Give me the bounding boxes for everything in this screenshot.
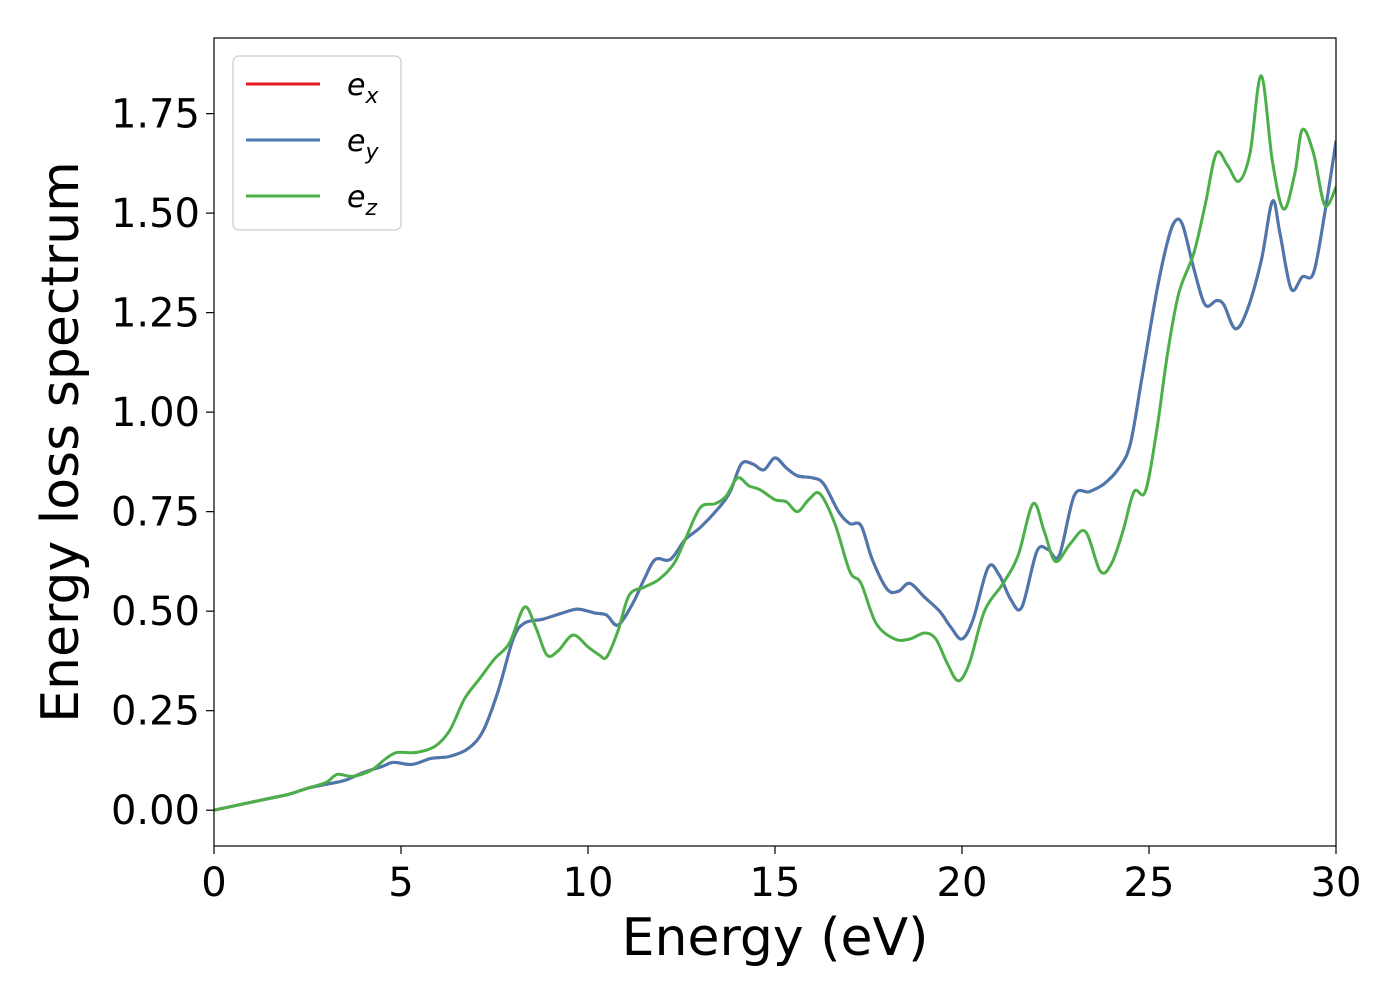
legend-box [232, 55, 402, 231]
y-tick-label: 0.25 [111, 689, 200, 735]
y-tick-label: 0.50 [111, 589, 200, 635]
x-axis-label: Energy (eV) [622, 908, 929, 968]
y-tick-label: 0.00 [111, 788, 200, 834]
y-tick-label: 1.75 [111, 92, 200, 138]
y-axis-label: Energy loss spectrum [31, 161, 91, 723]
legend-label-z: ez [347, 180, 377, 221]
x-tick-label: 25 [1124, 860, 1175, 906]
x-tick-label: 10 [563, 860, 614, 906]
x-tick-label: 15 [750, 860, 801, 906]
legend-label-y: ey [347, 124, 379, 165]
x-tick-label: 5 [388, 860, 413, 906]
x-tick-label: 30 [1311, 860, 1362, 906]
x-tick-label: 0 [201, 860, 226, 906]
series-line-y [214, 139, 1336, 812]
y-tick-label: 1.25 [111, 291, 200, 337]
legend-label-x: ex [347, 68, 379, 109]
y-tick-label: 1.50 [111, 191, 200, 237]
legend: ex ey ez [232, 55, 402, 231]
y-tick-label: 1.00 [111, 390, 200, 436]
y-tick-label: 0.75 [111, 490, 200, 536]
x-tick-label: 20 [937, 860, 988, 906]
series-line-z [214, 74, 1336, 812]
